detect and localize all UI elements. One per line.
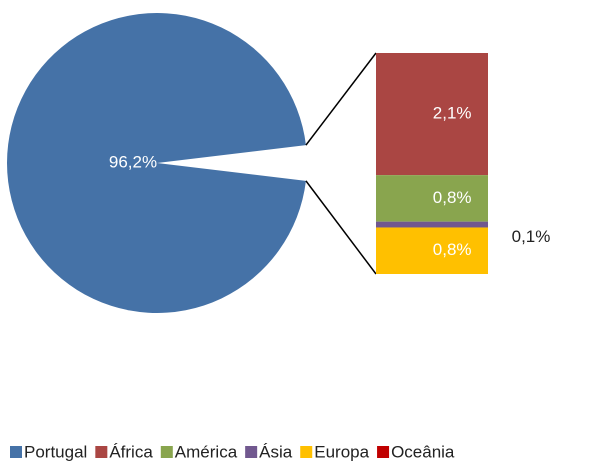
- legend-swatch: [160, 446, 173, 458]
- pie-slice: [7, 13, 306, 314]
- legend-label: Oceânia: [391, 442, 455, 461]
- legend-swatch: [95, 446, 108, 458]
- legend-label: América: [175, 442, 238, 461]
- legend-label: África: [109, 442, 153, 461]
- legend-swatch: [245, 446, 258, 458]
- bar-segment: [376, 227, 488, 274]
- data-label: 2,1%: [433, 104, 472, 123]
- legend-label: Europa: [314, 442, 369, 461]
- bar-segment: [376, 221, 488, 228]
- legend-swatch: [300, 446, 313, 458]
- legend-label: Portugal: [24, 442, 87, 461]
- data-label: 0,1%: [512, 227, 551, 246]
- legend-swatch: [10, 446, 22, 458]
- data-label: 0,8%: [433, 188, 472, 207]
- legend-label: Ásia: [259, 442, 293, 461]
- data-label: 96,2%: [109, 152, 157, 171]
- legend-swatch: [377, 446, 390, 458]
- bar-segment: [376, 175, 488, 222]
- data-label: 0,8%: [433, 240, 472, 259]
- connector: [305, 180, 377, 275]
- bar-segment: [376, 53, 488, 176]
- connector: [305, 52, 377, 146]
